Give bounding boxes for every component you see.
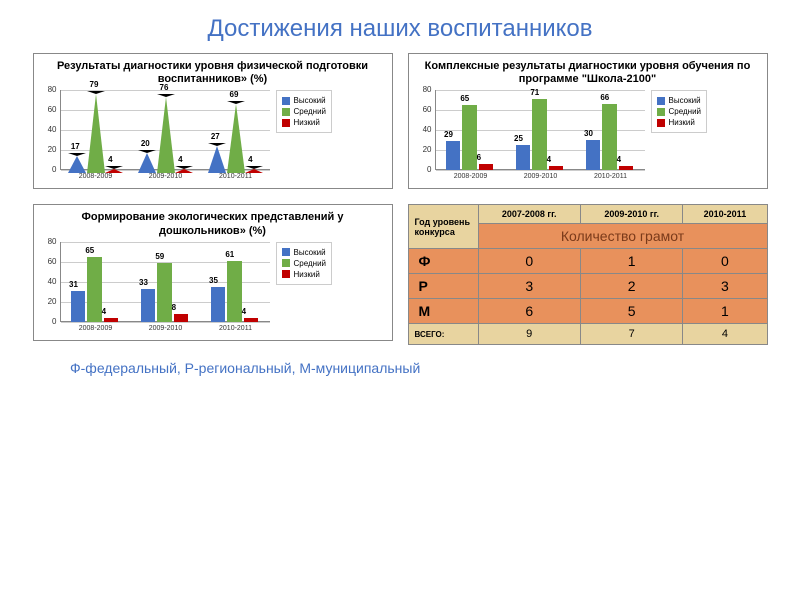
chart2-plot: 0204060802008-2009296562009-201025714201…	[435, 90, 645, 170]
chart1-legend: ВысокийСреднийНизкий	[276, 90, 333, 133]
chart3-plot: 0204060802008-2009316542009-201033598201…	[60, 242, 270, 322]
awards-table-wrap: Год уровень конкурса2007-2008 гг.2009-20…	[408, 204, 768, 345]
chart-ecology: Формирование экологических представлений…	[33, 204, 393, 340]
footer-legend: Ф-федеральный, Р-региональный, М-муницип…	[0, 360, 800, 376]
slide-title: Достижения наших воспитанников	[0, 0, 800, 53]
chart3-title: Формирование экологических представлений…	[38, 211, 388, 237]
chart-physical: Результаты диагностики уровня физической…	[33, 53, 393, 189]
chart1-plot: 0204060802008-2009177942009-201020764201…	[60, 90, 270, 170]
chart3-legend: ВысокийСреднийНизкий	[276, 242, 333, 285]
awards-table: Год уровень конкурса2007-2008 гг.2009-20…	[408, 204, 768, 345]
chart2-title: Комплексные результаты диагностики уровн…	[413, 60, 763, 86]
chart2-legend: ВысокийСреднийНизкий	[651, 90, 708, 133]
chart-school2100: Комплексные результаты диагностики уровн…	[408, 53, 768, 189]
